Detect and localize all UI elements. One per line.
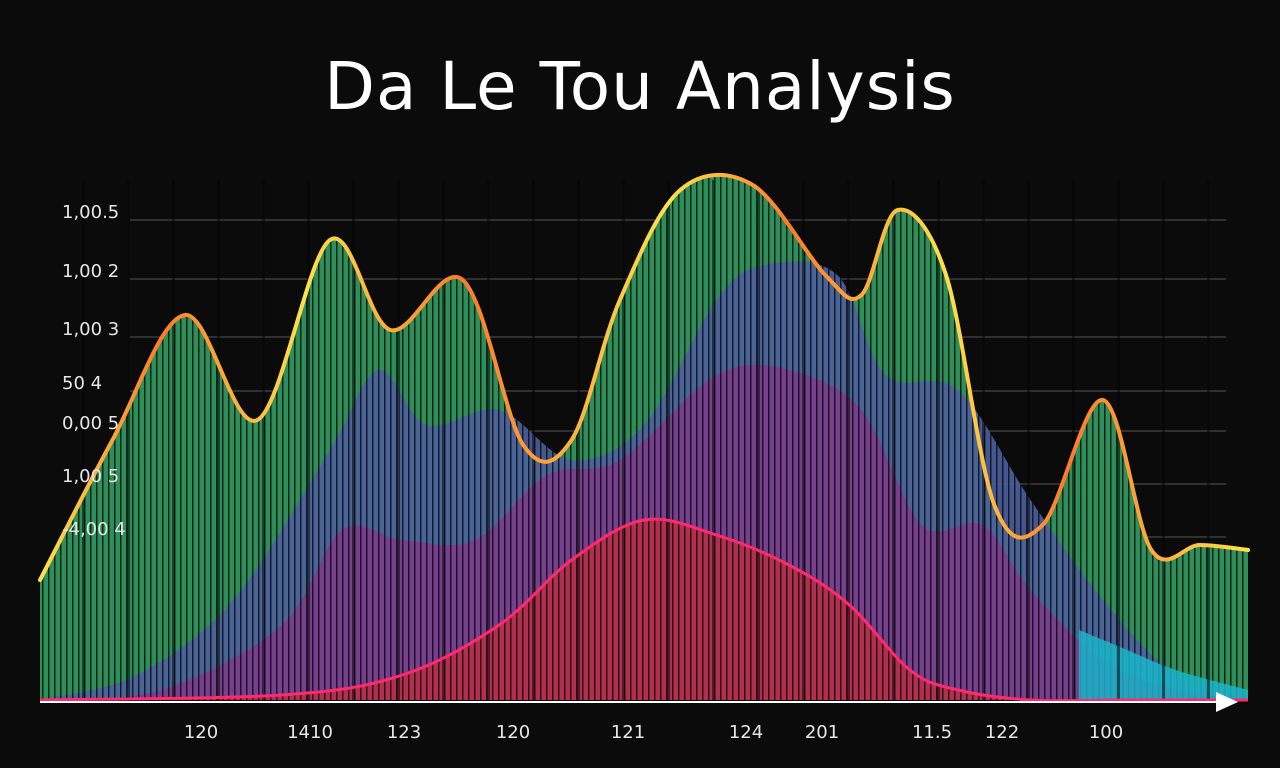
series-line-red — [39, 517, 1248, 703]
divider-bar — [1027, 180, 1030, 700]
x-tick-label: 123 — [387, 722, 421, 743]
divider-bar — [982, 180, 985, 700]
divider-bar — [127, 180, 130, 700]
series-outlines — [38, 173, 1250, 703]
divider-bar — [1162, 180, 1165, 700]
divider-bar — [397, 180, 400, 700]
y-tick-label: 50 4 — [62, 373, 102, 394]
y-tick-label: 1,00 3 — [62, 319, 119, 340]
x-tick-label: 11.5 — [912, 722, 952, 743]
chart-title: Da Le Tou Analysis — [324, 48, 956, 125]
y-tick-label: -4,00 4 — [62, 519, 126, 540]
series-area-cyan — [1078, 630, 1248, 700]
divider-bar — [1072, 180, 1075, 700]
y-axis: 1,00.5 1,00 2 1,00 3 50 4 0,00 5 1,00 5 -4,00 … — [62, 202, 126, 540]
x-tick-label: 124 — [729, 722, 763, 743]
x-tick-label: 121 — [611, 722, 645, 743]
divider-bar — [1117, 180, 1120, 700]
divider-bar — [1207, 180, 1210, 700]
x-tick-label: 120 — [496, 722, 530, 743]
vertical-dividers — [82, 180, 1210, 700]
divider-bar — [577, 180, 580, 700]
divider-bar — [757, 180, 760, 700]
x-axis: 120 1410 123 120 121 124 201 11.5 122 100 — [184, 722, 1123, 743]
series-line-green — [38, 173, 1250, 582]
series-area-red — [40, 519, 1248, 701]
x-tick-label: 122 — [985, 722, 1019, 743]
x-tick-label: 120 — [184, 722, 218, 743]
divider-bar — [82, 180, 85, 700]
y-tick-label: 0,00 5 — [62, 413, 119, 434]
divider-bar — [262, 180, 265, 700]
x-tick-label: 201 — [805, 722, 839, 743]
divider-bar — [667, 180, 670, 700]
divider-bar — [442, 180, 445, 700]
divider-bar — [172, 180, 175, 700]
divider-bar — [622, 180, 625, 700]
divider-bar — [352, 180, 355, 700]
divider-bar — [307, 180, 310, 700]
divider-bar — [532, 180, 535, 700]
divider-bar — [847, 180, 850, 700]
y-tick-label: 1,00 5 — [62, 466, 119, 487]
divider-bar — [487, 180, 490, 700]
y-tick-label: 1,00.5 — [62, 202, 119, 223]
divider-bar — [217, 180, 220, 700]
divider-bar — [937, 180, 940, 700]
divider-bar — [712, 180, 715, 700]
divider-bar — [802, 180, 805, 700]
y-tick-label: 1,00 2 — [62, 261, 119, 282]
divider-bar — [892, 180, 895, 700]
x-axis-arrow-icon — [1216, 692, 1238, 712]
series-group — [40, 174, 1248, 701]
x-tick-label: 1410 — [287, 722, 333, 743]
x-tick-label: 100 — [1089, 722, 1123, 743]
